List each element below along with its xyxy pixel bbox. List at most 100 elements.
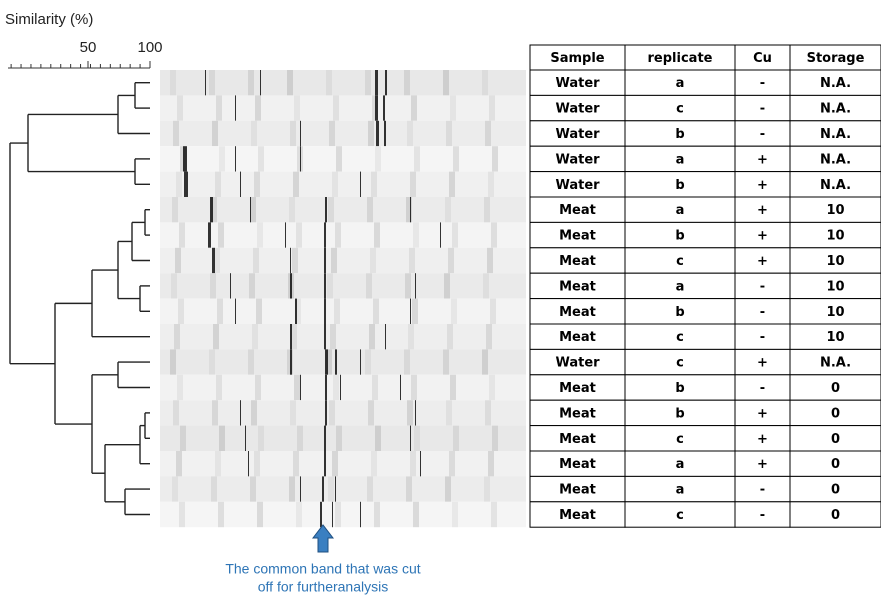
gel-smear	[368, 121, 374, 146]
gel-smear	[176, 172, 182, 197]
gel-smear	[374, 222, 380, 247]
gel-image	[160, 70, 526, 527]
table-text: +	[757, 203, 768, 218]
page: Similarity (%) SamplereplicateCuStorageW…	[0, 0, 881, 598]
table-text: 0	[831, 381, 840, 396]
table-text: -	[760, 381, 765, 396]
table-text: Water	[555, 102, 600, 117]
gel-lane	[160, 172, 526, 197]
gel-smear	[257, 502, 263, 527]
gel-smear	[484, 476, 490, 501]
table-text: -	[760, 127, 765, 142]
gel-smear	[485, 400, 491, 425]
gel-smear	[482, 70, 488, 95]
gel-smear	[212, 121, 218, 146]
gel-band	[300, 146, 301, 171]
gel-smear	[445, 197, 451, 222]
gel-band	[300, 476, 301, 501]
gel-smear	[177, 375, 183, 400]
gel-smear	[289, 197, 295, 222]
gel-smear	[252, 324, 258, 349]
table-text: Meat	[559, 330, 596, 345]
table-text: c	[676, 356, 684, 371]
gel-smear	[443, 349, 449, 374]
gel-band	[290, 349, 292, 374]
gel-band	[376, 121, 379, 146]
gel-smear	[174, 324, 180, 349]
gel-smear	[216, 375, 222, 400]
gel-smear	[443, 70, 449, 95]
table-text: -	[760, 483, 765, 498]
gel-smear	[219, 146, 225, 171]
table-text: +	[757, 356, 768, 371]
table-text: 0	[831, 406, 840, 421]
table-text: 10	[826, 229, 844, 244]
gel-band	[290, 273, 292, 298]
gel-band	[295, 299, 297, 324]
gel-smear	[328, 197, 334, 222]
table-text: b	[675, 127, 684, 142]
table-text: 10	[826, 254, 844, 269]
gel-smear	[372, 375, 378, 400]
gel-smear	[258, 426, 264, 451]
gel-smear	[290, 121, 296, 146]
gel-band	[324, 273, 326, 298]
gel-band	[332, 502, 333, 527]
gel-band	[360, 172, 361, 197]
gel-band	[300, 121, 301, 146]
table-text: c	[676, 102, 684, 117]
table-text: 0	[831, 457, 840, 472]
gel-smear	[482, 349, 488, 374]
table-text: c	[676, 254, 684, 269]
table-text: Meat	[559, 432, 596, 447]
table-text: Water	[555, 76, 600, 91]
gel-band	[183, 146, 187, 171]
table-header: Cu	[753, 51, 772, 66]
gel-band	[360, 349, 361, 374]
gel-band	[400, 375, 401, 400]
gel-smear	[451, 299, 457, 324]
table-text: +	[757, 254, 768, 269]
table-text: Meat	[559, 305, 596, 320]
gel-smear	[332, 451, 338, 476]
gel-band	[184, 172, 188, 197]
gel-smear	[413, 502, 419, 527]
gel-band	[375, 70, 378, 95]
gel-lane	[160, 375, 526, 400]
table-text: b	[675, 381, 684, 396]
gel-smear	[287, 70, 293, 95]
gel-smear	[294, 95, 300, 120]
table-text: Meat	[559, 229, 596, 244]
gel-smear	[374, 502, 380, 527]
table-text: Meat	[559, 381, 596, 396]
table-text: b	[675, 305, 684, 320]
gel-band	[245, 426, 246, 451]
gel-smear	[365, 70, 371, 95]
gel-lane	[160, 502, 526, 527]
gel-smear	[488, 451, 494, 476]
gel-smear	[290, 400, 296, 425]
gel-smear	[333, 95, 339, 120]
gel-band	[420, 451, 421, 476]
gel-smear	[491, 222, 497, 247]
gel-smear	[170, 70, 176, 95]
gel-smear	[446, 400, 452, 425]
table-text: +	[757, 457, 768, 472]
table-text: -	[760, 102, 765, 117]
table-text: Meat	[559, 203, 596, 218]
gel-lane	[160, 222, 526, 247]
gel-smear	[170, 349, 176, 374]
gel-smear	[335, 502, 341, 527]
table-text: Water	[555, 127, 600, 142]
gel-smear	[248, 349, 254, 374]
table-text: Meat	[559, 254, 596, 269]
gel-smear	[450, 375, 456, 400]
gel-smear	[445, 476, 451, 501]
gel-band	[325, 349, 328, 374]
gel-smear	[178, 299, 184, 324]
table-text: 10	[826, 203, 844, 218]
gel-smear	[447, 324, 453, 349]
gel-smear	[253, 248, 259, 273]
table-text: 10	[826, 305, 844, 320]
gel-smear	[218, 222, 224, 247]
